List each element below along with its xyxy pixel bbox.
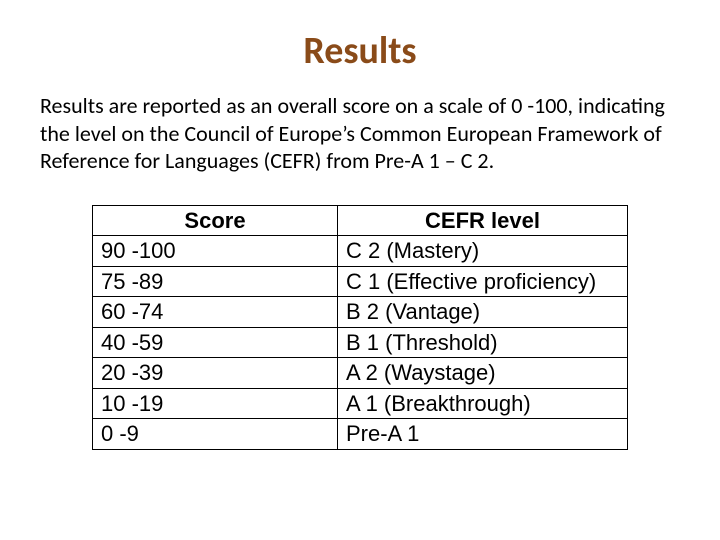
cell-cefr: B 1 (Threshold) [338, 327, 628, 358]
cell-cefr: Pre-A 1 [338, 419, 628, 450]
cell-score: 75 -89 [93, 266, 338, 297]
cell-cefr: A 2 (Waystage) [338, 358, 628, 389]
table-row: 40 -59 B 1 (Threshold) [93, 327, 628, 358]
table-row: 90 -100 C 2 (Mastery) [93, 236, 628, 267]
col-header-score: Score [93, 205, 338, 236]
cefr-score-table: Score CEFR level 90 -100 C 2 (Mastery) 7… [92, 205, 628, 450]
table-row: 20 -39 A 2 (Waystage) [93, 358, 628, 389]
cell-score: 90 -100 [93, 236, 338, 267]
table-row: 60 -74 B 2 (Vantage) [93, 297, 628, 328]
table-row: 0 -9 Pre-A 1 [93, 419, 628, 450]
cell-score: 10 -19 [93, 388, 338, 419]
cell-cefr: C 1 (Effective proficiency) [338, 266, 628, 297]
table-row: 10 -19 A 1 (Breakthrough) [93, 388, 628, 419]
cell-score: 20 -39 [93, 358, 338, 389]
body-paragraph: Results are reported as an overall score… [40, 92, 680, 175]
cell-score: 40 -59 [93, 327, 338, 358]
cell-cefr: C 2 (Mastery) [338, 236, 628, 267]
page-title: Results [40, 28, 680, 74]
table-header-row: Score CEFR level [93, 205, 628, 236]
table-row: 75 -89 C 1 (Effective proficiency) [93, 266, 628, 297]
cell-score: 60 -74 [93, 297, 338, 328]
cell-cefr: A 1 (Breakthrough) [338, 388, 628, 419]
slide: Results Results are reported as an overa… [0, 0, 720, 540]
cell-cefr: B 2 (Vantage) [338, 297, 628, 328]
cell-score: 0 -9 [93, 419, 338, 450]
table-container: Score CEFR level 90 -100 C 2 (Mastery) 7… [40, 205, 680, 450]
col-header-cefr: CEFR level [338, 205, 628, 236]
